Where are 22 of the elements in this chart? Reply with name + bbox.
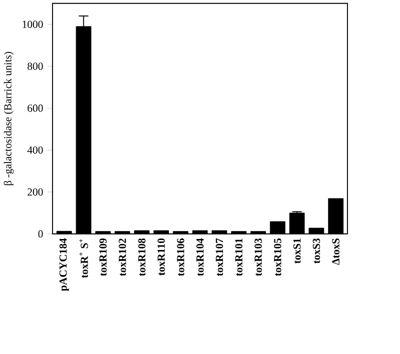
y-tick-label: 200 [28, 188, 43, 196]
x-tick-label: toxS3 [312, 238, 320, 264]
x-tick-label: toxR103 [254, 238, 262, 276]
y-axis-title: β -galactosidase (Barrick units) [4, 52, 14, 186]
x-tick-label: toxR108 [138, 238, 146, 276]
x-tick-label: toxR107 [216, 238, 224, 276]
x-tick-label: toxR104 [196, 238, 204, 276]
x-tick-label: pACYC184 [59, 238, 69, 291]
x-tick-label: toxR101 [235, 238, 242, 276]
x-tick-label: toxS1 [293, 238, 301, 264]
x-tick-label: toxR$^{+}$ S$^{+}$ [79, 238, 88, 278]
y-tick-label: 800 [28, 62, 43, 70]
y-tick-label: 0 [38, 230, 43, 238]
y-tick-label: 1000 [22, 20, 43, 28]
y-tick-label: 600 [28, 104, 43, 112]
x-tick-label: toxR109 [99, 238, 107, 276]
x-tick-label: toxR102 [118, 238, 126, 276]
x-tick-label: toxR110 [158, 238, 165, 276]
x-tick-label: toxR106 [176, 238, 184, 276]
x-tick-label: ΔtoxS [332, 238, 340, 265]
y-tick-label: 400 [27, 146, 43, 154]
x-tick-label: toxR105 [274, 238, 282, 276]
